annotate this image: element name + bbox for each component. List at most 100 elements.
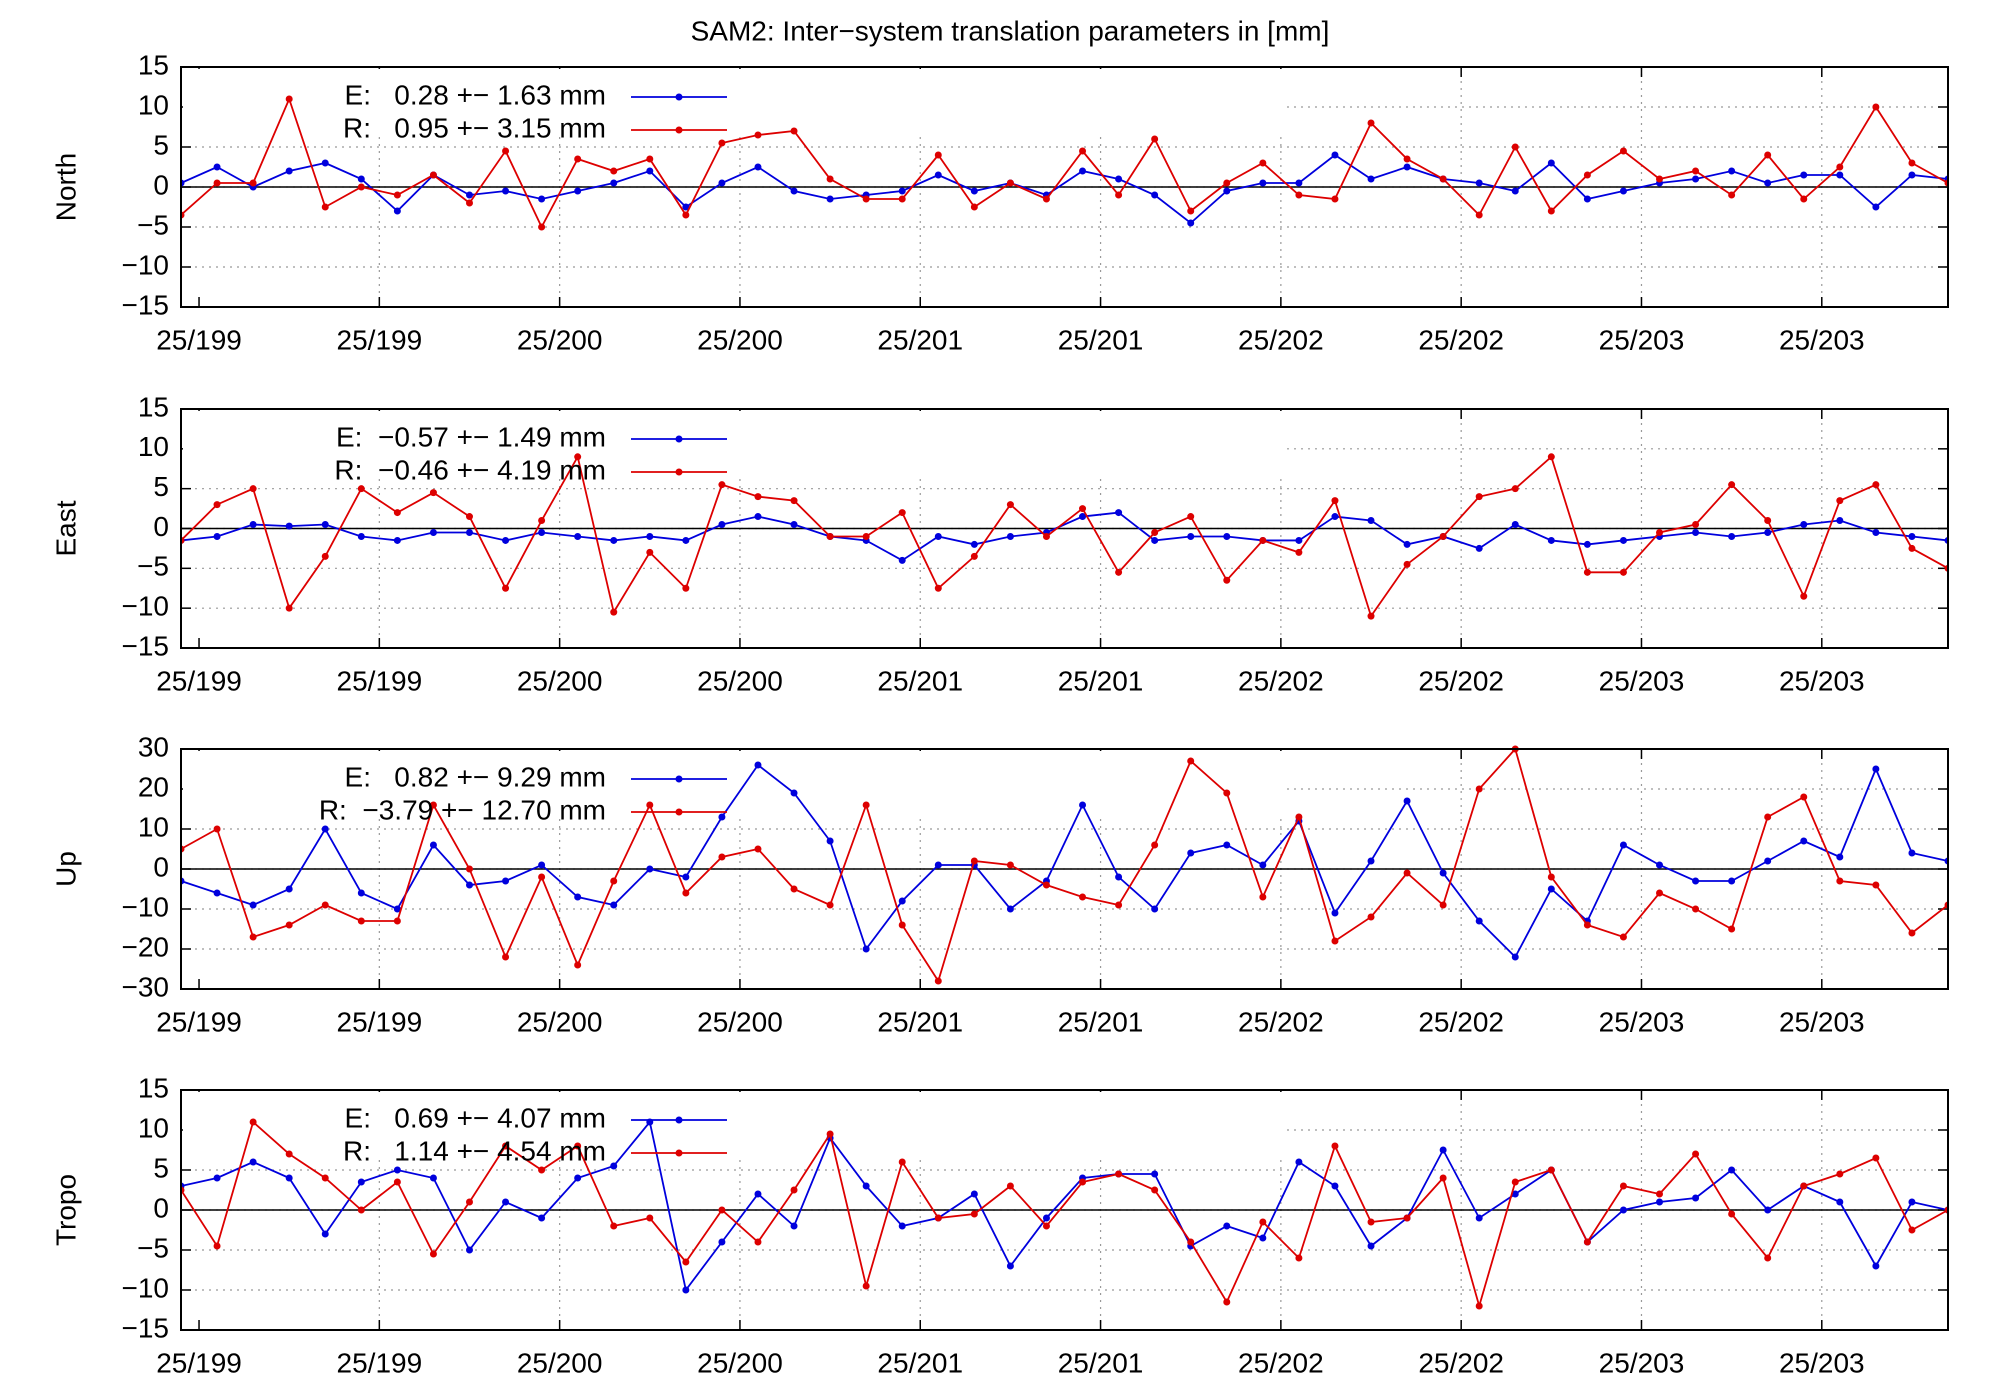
data-point [1583, 568, 1591, 576]
legend-key-point [675, 1149, 683, 1157]
data-point [1367, 119, 1375, 127]
data-point [1547, 873, 1555, 881]
data-point [1259, 536, 1267, 544]
data-point [1403, 869, 1411, 877]
data-point [249, 1158, 257, 1166]
data-point [1511, 485, 1519, 493]
data-point [1223, 1298, 1231, 1306]
data-point [213, 889, 221, 897]
x-tick-label: 25/201 [877, 1006, 963, 1037]
y-tick-label: −5 [137, 1232, 169, 1263]
data-point [1728, 191, 1736, 199]
data-point [574, 532, 582, 540]
data-point [1908, 532, 1916, 540]
data-point [1692, 521, 1700, 529]
data-point [502, 584, 510, 592]
data-point [1403, 560, 1411, 568]
data-point [1006, 1262, 1014, 1270]
data-point [790, 127, 798, 135]
x-tick-label: 25/199 [156, 324, 242, 355]
data-point [1079, 513, 1087, 521]
data-point [1223, 532, 1231, 540]
x-tick-label: 25/202 [1418, 665, 1504, 696]
data-point [502, 1142, 510, 1150]
y-tick-label: −15 [122, 289, 170, 320]
data-point [538, 517, 546, 525]
y-tick-label: 5 [153, 129, 169, 160]
data-point [1223, 576, 1231, 584]
data-point [1439, 1146, 1447, 1154]
data-point [1619, 841, 1627, 849]
data-point [1187, 757, 1195, 765]
data-point [862, 1182, 870, 1190]
data-point [285, 921, 293, 929]
data-point [393, 509, 401, 517]
data-point [1908, 171, 1916, 179]
series-layer [181, 95, 1948, 231]
data-point [1728, 877, 1736, 885]
data-point [610, 901, 618, 909]
data-point [1259, 159, 1267, 167]
data-point [1259, 893, 1267, 901]
data-point [1331, 195, 1339, 203]
data-point [610, 1222, 618, 1230]
x-tick-label: 25/203 [1779, 324, 1865, 355]
data-point [1223, 841, 1231, 849]
data-point [1908, 849, 1916, 857]
data-point [862, 195, 870, 203]
data-point [1728, 1210, 1736, 1218]
data-point [1475, 1214, 1483, 1222]
data-point [1583, 921, 1591, 929]
data-point [1800, 837, 1808, 845]
y-tick-label: 20 [138, 771, 169, 802]
y-tick-label: −5 [137, 551, 169, 582]
data-point [1836, 1170, 1844, 1178]
data-point [754, 1238, 762, 1246]
data-point [862, 945, 870, 953]
y-axis-label: Up [50, 851, 81, 887]
data-point [1331, 1182, 1339, 1190]
data-point [1223, 1222, 1231, 1230]
data-point [682, 1258, 690, 1266]
data-point [1259, 179, 1267, 187]
data-point [970, 203, 978, 211]
data-point [285, 1150, 293, 1158]
data-point [574, 155, 582, 163]
data-point [465, 191, 473, 199]
data-point [970, 187, 978, 195]
data-point [429, 171, 437, 179]
data-point [1872, 528, 1880, 536]
data-point [1656, 528, 1664, 536]
data-point [754, 845, 762, 853]
data-point [1151, 528, 1159, 536]
data-point [1042, 195, 1050, 203]
data-point [862, 801, 870, 809]
data-point [1619, 1182, 1627, 1190]
data-point [610, 179, 618, 187]
data-point [826, 532, 834, 540]
data-point [1187, 207, 1195, 215]
data-point [718, 521, 726, 529]
data-point [970, 857, 978, 865]
y-tick-label: 0 [153, 511, 169, 542]
series-line [181, 747, 1948, 984]
legend-box [183, 751, 1283, 816]
data-point [1692, 175, 1700, 183]
data-point [1006, 905, 1014, 913]
data-point [1656, 175, 1664, 183]
data-point [1475, 1302, 1483, 1310]
data-point [357, 532, 365, 540]
data-point [465, 865, 473, 873]
x-tick-label: 25/202 [1238, 324, 1324, 355]
data-point [1367, 175, 1375, 183]
data-point [249, 521, 257, 529]
data-point [393, 207, 401, 215]
data-point [429, 1250, 437, 1258]
data-point [1367, 1242, 1375, 1250]
data-point [1115, 1170, 1123, 1178]
data-point [934, 861, 942, 869]
x-tick-label: 25/201 [1058, 665, 1144, 696]
data-point [538, 873, 546, 881]
data-point [1187, 219, 1195, 227]
legend-label: R: 0.95 +− 3.15 mm [343, 112, 606, 143]
